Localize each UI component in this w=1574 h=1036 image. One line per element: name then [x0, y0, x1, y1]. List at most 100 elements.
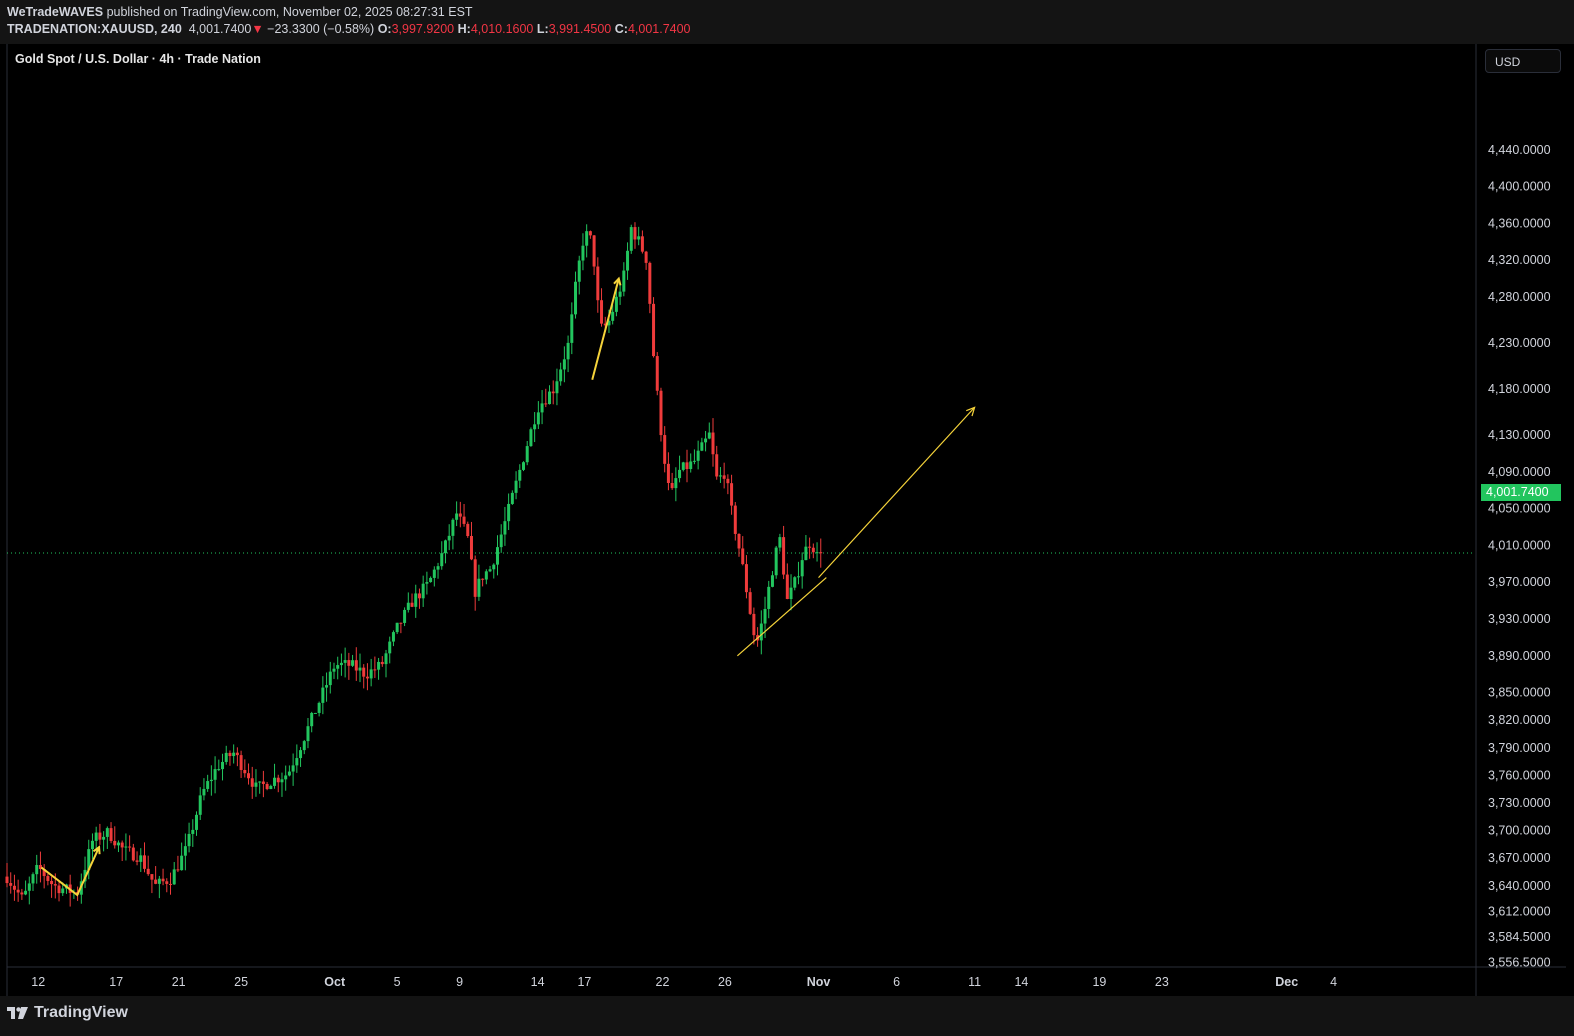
candle-body: [767, 586, 771, 609]
publish-info: WeTradeWAVES published on TradingView.co…: [7, 5, 473, 19]
chart-legend-title[interactable]: Gold Spot / U.S. Dollar · 4h · Trade Nat…: [15, 52, 261, 66]
candle-body: [707, 432, 711, 439]
candle-body: [436, 566, 440, 570]
candle-body: [443, 540, 447, 554]
price-chart[interactable]: 4,440.0000 4,400.0000 4,360.0000 4,320.0000…: [0, 44, 1574, 996]
candle-body: [221, 761, 225, 770]
candle-body: [42, 869, 46, 877]
trendline-drawing: [736, 577, 827, 657]
candle-body: [469, 535, 473, 560]
price-tick-label: 3,930.0000: [1488, 612, 1551, 626]
candle-body: [614, 296, 618, 312]
price-tick-label: 4,130.0000: [1488, 428, 1551, 442]
candle-body: [291, 765, 295, 772]
time-tick-label: Dec: [1275, 975, 1298, 989]
candle-body: [50, 880, 54, 885]
candle-body: [168, 883, 172, 885]
candle-body: [447, 535, 451, 541]
candle-body: [681, 462, 685, 470]
candle-body: [284, 775, 288, 780]
candle-body: [191, 829, 195, 834]
time-tick-label: 5: [394, 975, 401, 989]
candle-body: [403, 609, 407, 623]
open-value: 3,997.9200: [391, 22, 455, 36]
candle-body: [581, 245, 585, 261]
candle-body: [325, 685, 329, 688]
time-tick-label: Nov: [807, 975, 831, 989]
candle-body: [87, 849, 91, 870]
candle-body: [484, 571, 488, 580]
price-tick-label: 4,360.0000: [1488, 216, 1551, 230]
time-tick-label: 23: [1155, 975, 1169, 989]
price-tick-label: 4,320.0000: [1488, 253, 1551, 267]
candle-body: [135, 860, 139, 862]
wave-drawing: [591, 278, 620, 381]
candle-body: [90, 840, 94, 850]
candle-body: [566, 342, 570, 360]
candle-body: [109, 828, 113, 841]
candle-body: [120, 842, 124, 848]
candle-body: [733, 505, 737, 534]
candle-body: [421, 583, 425, 599]
candle-body: [154, 879, 158, 884]
author-name[interactable]: WeTradeWAVES: [7, 5, 104, 19]
candle-body: [744, 564, 748, 593]
header-bar: [0, 0, 1574, 44]
tradingview-logo-icon: [7, 1007, 28, 1019]
candle-body: [380, 661, 384, 665]
candle-body: [417, 593, 421, 599]
tradingview-logo[interactable]: TradingView: [6, 1004, 128, 1022]
candle-body: [808, 546, 812, 548]
candle-body: [183, 846, 187, 856]
price-tick-label: 4,280.0000: [1488, 290, 1551, 304]
candle-body: [462, 516, 466, 524]
currency-button[interactable]: USD: [1485, 49, 1561, 73]
candle-body: [432, 569, 436, 578]
candle-body: [5, 876, 9, 884]
candle-body: [195, 814, 199, 830]
candle-body: [373, 669, 377, 671]
candle-body: [458, 513, 462, 517]
candle-body: [235, 752, 239, 756]
chart-area[interactable]: 4,440.0000 4,400.0000 4,360.0000 4,320.0000…: [0, 44, 1574, 996]
candle-body: [369, 669, 373, 679]
candle-body: [473, 559, 477, 597]
candle-body: [718, 475, 722, 477]
candle-body: [529, 429, 533, 447]
candle-body: [131, 847, 135, 861]
candle-body: [562, 359, 566, 370]
candle-body: [299, 750, 303, 759]
candle-body: [559, 369, 563, 382]
price-tick-label: 4,180.0000: [1488, 382, 1551, 396]
price-tick-label: 3,730.0000: [1488, 796, 1551, 810]
candle-body: [150, 874, 154, 880]
candle-body: [685, 462, 689, 470]
time-tick-label: 17: [577, 975, 591, 989]
candle-body: [35, 865, 39, 875]
candle-body: [228, 752, 232, 757]
price-tick-label: 3,670.0000: [1488, 851, 1551, 865]
footer-bar: [0, 996, 1574, 1036]
candle-body: [198, 795, 202, 815]
candle-body: [124, 846, 128, 848]
candle-body: [395, 622, 399, 633]
symbol-label[interactable]: TRADENATION:XAUUSD, 240: [7, 22, 182, 36]
candle-body: [811, 547, 815, 553]
candle-body: [763, 608, 767, 624]
time-tick-label: 12: [31, 975, 45, 989]
last-price-value: 4,001.7400: [188, 22, 252, 36]
time-tick-label: 4: [1330, 975, 1337, 989]
candle-body: [585, 231, 589, 246]
time-tick-label: 21: [172, 975, 186, 989]
candle-body: [202, 788, 206, 796]
candle-body: [778, 537, 782, 548]
price-tick-label: 3,640.0000: [1488, 879, 1551, 893]
candle-body: [577, 260, 581, 282]
candle-body: [525, 446, 529, 463]
candle-body: [20, 892, 24, 895]
candle-body: [351, 660, 355, 666]
candle-body: [27, 883, 31, 891]
open-label: O:: [377, 22, 392, 36]
candle-body: [180, 855, 184, 871]
candle-body: [510, 492, 514, 504]
